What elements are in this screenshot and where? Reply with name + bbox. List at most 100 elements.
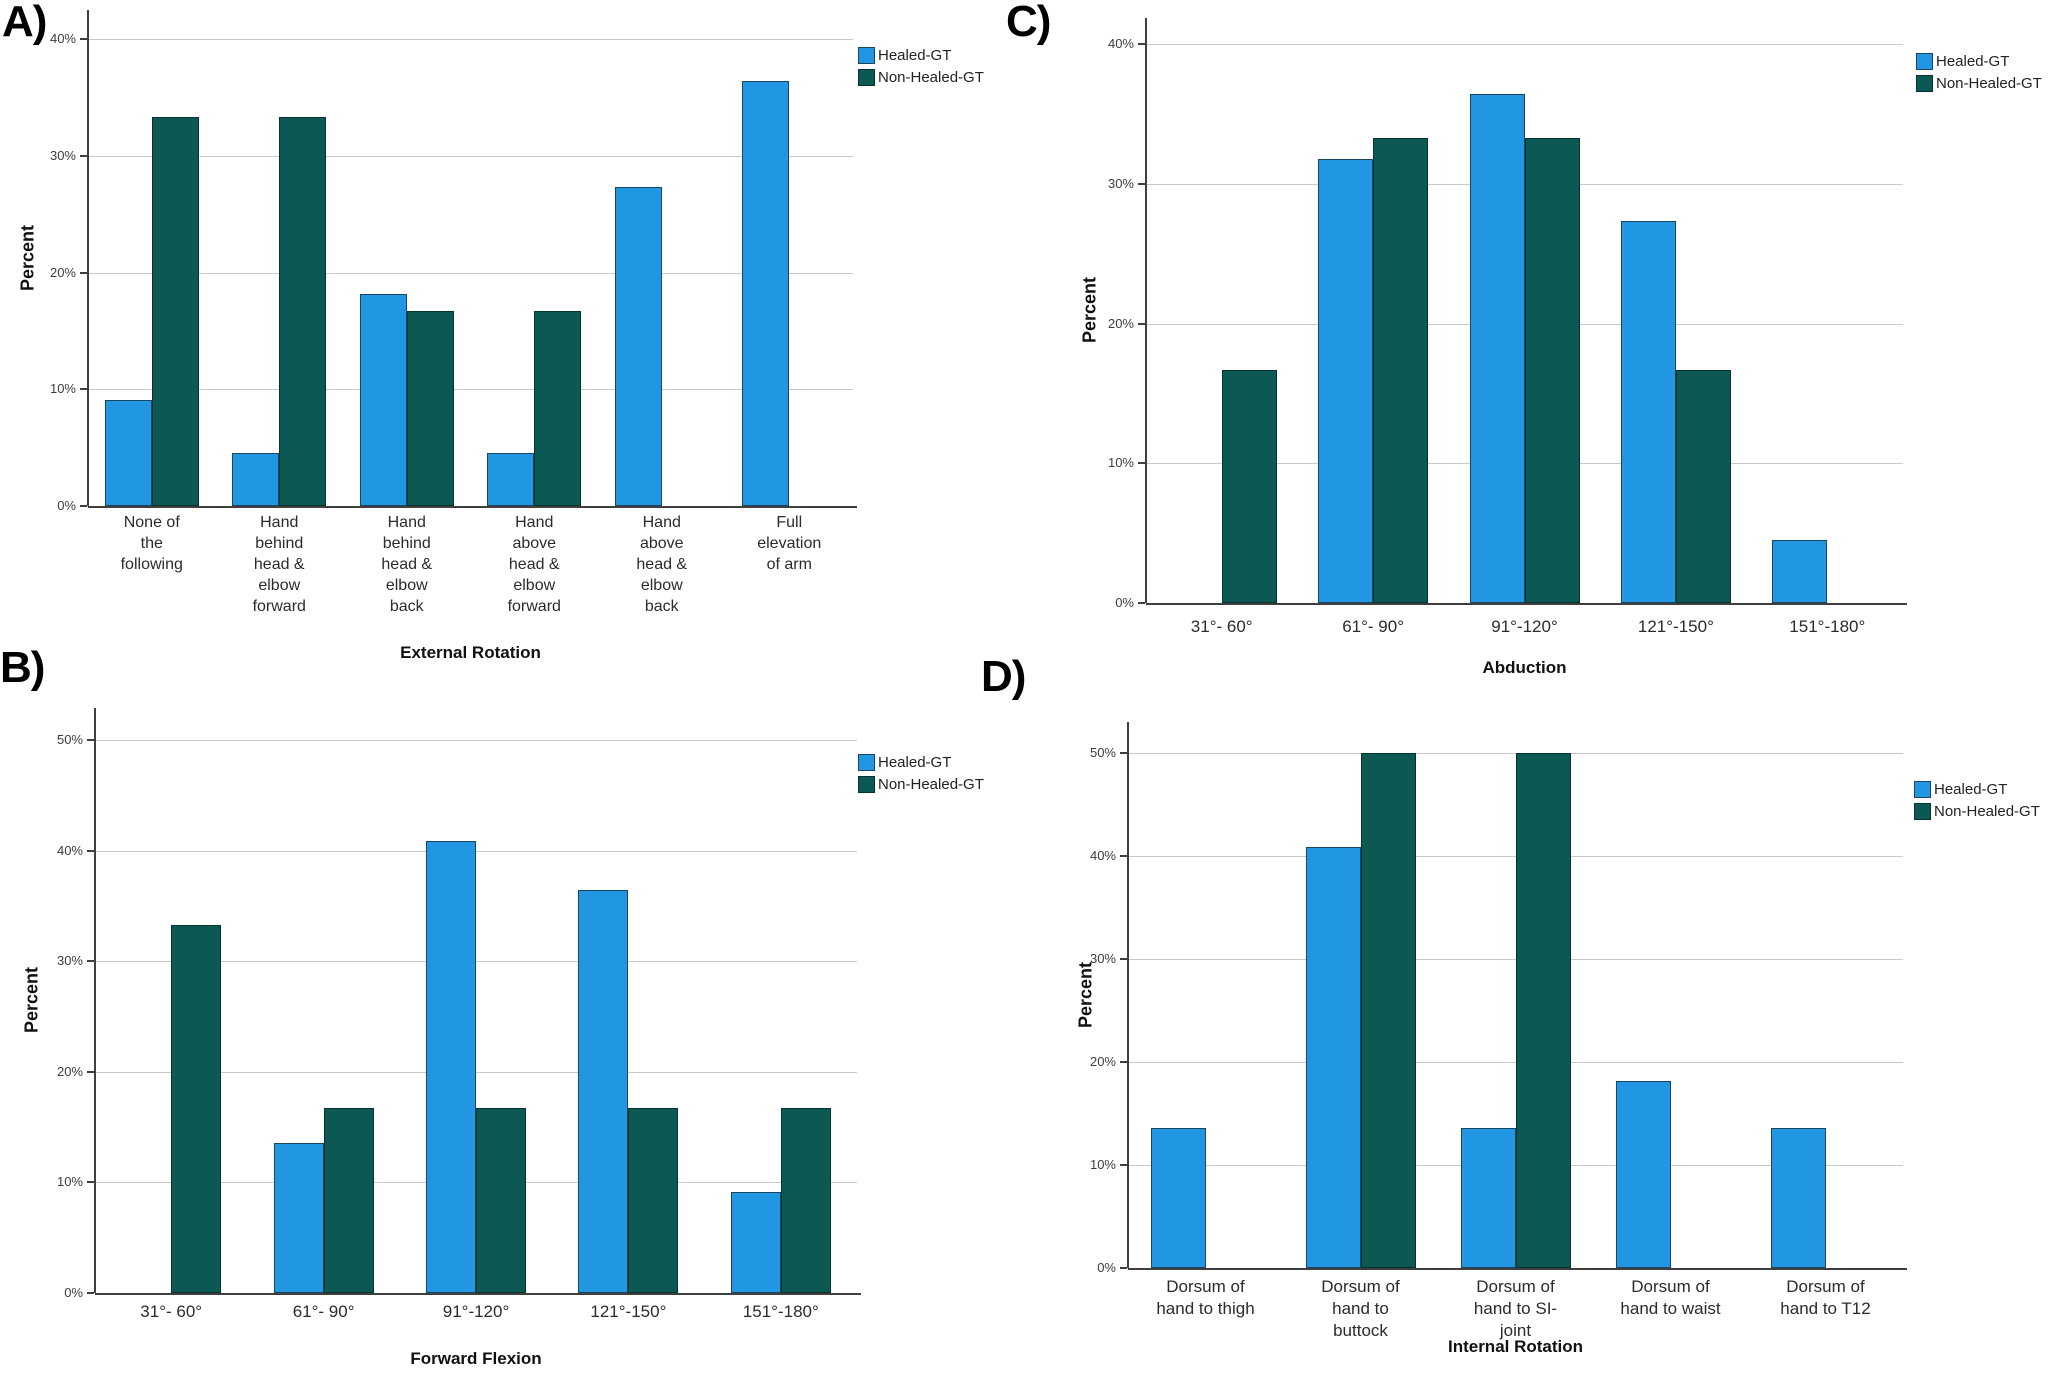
gridline bbox=[95, 850, 857, 852]
y-tick-label: 0% bbox=[1097, 1260, 1116, 1275]
bar-healed bbox=[487, 453, 535, 506]
tick-mark bbox=[80, 154, 87, 157]
panel-label-b: B) bbox=[0, 643, 45, 692]
legend: Healed-GT Non-Healed-GT bbox=[1914, 780, 2040, 824]
category-label: 61°- 90° bbox=[292, 1302, 355, 1321]
bar-healed bbox=[359, 293, 407, 506]
legend-swatch-healed bbox=[858, 753, 875, 771]
category-label: Hand behind head & elbow forward bbox=[252, 514, 306, 615]
tick-mark bbox=[87, 1181, 94, 1184]
bar-healed bbox=[273, 1142, 324, 1293]
legend-swatch-healed bbox=[858, 46, 875, 64]
category-label: Hand behind head & elbow back bbox=[381, 514, 433, 615]
legend-swatch-non-healed bbox=[1914, 802, 1931, 820]
y-tick-label: 20% bbox=[1107, 315, 1134, 331]
legend-swatch-non-healed bbox=[858, 68, 875, 86]
y-tick-label: 30% bbox=[1089, 951, 1116, 966]
legend-swatch-non-healed bbox=[858, 775, 875, 793]
legend-label: Non-Healed-GT bbox=[1934, 802, 2040, 820]
x-axis-title: External Rotation bbox=[400, 643, 541, 662]
x-axis-title: Internal Rotation bbox=[1447, 1337, 1584, 1356]
x-axis-title: Abduction bbox=[1482, 658, 1567, 677]
category-label: 91°-120° bbox=[1491, 617, 1558, 636]
y-tick-label: 20% bbox=[1089, 1054, 1116, 1069]
tick-mark bbox=[1120, 1164, 1127, 1166]
y-tick-label: 0% bbox=[1115, 595, 1134, 610]
bar-non-healed bbox=[171, 924, 222, 1293]
bar-non-healed bbox=[1360, 753, 1416, 1268]
bar-non-healed bbox=[406, 311, 454, 506]
panel-label-c: C) bbox=[1006, 0, 1051, 46]
legend-row: Healed-GT bbox=[858, 753, 984, 771]
legend-row: Non-Healed-GT bbox=[858, 68, 984, 86]
bar-healed bbox=[1150, 1127, 1206, 1268]
y-tick-label: 30% bbox=[56, 953, 83, 969]
bar-healed bbox=[1615, 1080, 1671, 1268]
y-tick-label: 40% bbox=[49, 31, 76, 46]
legend-swatch-healed bbox=[1916, 52, 1933, 70]
x-axis-baseline bbox=[95, 1293, 861, 1295]
bar-healed bbox=[1620, 221, 1676, 603]
bar-healed bbox=[426, 840, 476, 1293]
bar-non-healed bbox=[279, 117, 327, 506]
bar-non-healed bbox=[1373, 137, 1429, 603]
tick-mark bbox=[87, 849, 94, 852]
legend-label: Non-Healed-GT bbox=[878, 775, 984, 793]
x-axis-title: Forward Flexion bbox=[410, 1349, 542, 1368]
category-label: Hand above head & elbow back bbox=[636, 514, 688, 615]
y-tick-label: 10% bbox=[56, 1174, 83, 1190]
y-tick-label: 50% bbox=[1089, 745, 1116, 760]
bar-non-healed bbox=[323, 1108, 374, 1293]
y-tick-label: 40% bbox=[1089, 848, 1116, 863]
panel-label-d: D) bbox=[981, 652, 1026, 701]
bar-healed bbox=[614, 187, 662, 506]
bar-healed bbox=[1469, 94, 1525, 603]
y-axis-line bbox=[94, 708, 96, 1293]
category-label: 121°-150° bbox=[590, 1302, 667, 1321]
tick-mark bbox=[1120, 752, 1127, 754]
category-label: 91°-120° bbox=[442, 1302, 510, 1321]
gridline bbox=[1146, 44, 1903, 45]
legend-label: Healed-GT bbox=[878, 753, 952, 771]
bar-non-healed bbox=[1675, 369, 1731, 603]
tick-mark bbox=[80, 38, 87, 40]
tick-mark bbox=[1138, 462, 1145, 465]
y-tick-label: 20% bbox=[49, 264, 76, 280]
y-tick-label: 20% bbox=[56, 1063, 83, 1079]
bar-non-healed bbox=[1524, 137, 1580, 603]
x-axis-baseline bbox=[88, 506, 857, 508]
y-axis-line bbox=[87, 10, 89, 506]
y-tick-label: 40% bbox=[56, 842, 83, 858]
y-axis-line bbox=[1145, 18, 1147, 603]
legend-row: Non-Healed-GT bbox=[858, 775, 984, 793]
bar-healed bbox=[1305, 846, 1361, 1268]
x-axis-baseline bbox=[1146, 603, 1907, 605]
legend: Healed-GT Non-Healed-GT bbox=[1916, 52, 2042, 96]
y-tick-label: 30% bbox=[49, 147, 76, 163]
bar-non-healed bbox=[628, 1108, 679, 1293]
tick-mark bbox=[87, 739, 94, 741]
y-tick-label: 10% bbox=[1089, 1157, 1116, 1172]
tick-mark bbox=[1138, 182, 1145, 185]
legend: Healed-GT Non-Healed-GT bbox=[858, 753, 984, 797]
tick-mark bbox=[1138, 602, 1145, 604]
legend-row: Healed-GT bbox=[1916, 52, 2042, 70]
tick-mark bbox=[1120, 958, 1127, 960]
category-label: Dorsum of hand to thigh bbox=[1156, 1277, 1255, 1318]
bar-healed bbox=[104, 399, 152, 506]
bar-healed bbox=[1772, 540, 1828, 603]
category-label: 61°- 90° bbox=[1342, 617, 1404, 636]
bar-healed bbox=[1770, 1127, 1826, 1268]
legend-row: Non-Healed-GT bbox=[1916, 74, 2042, 92]
y-axis-title: Percent bbox=[1075, 961, 1096, 1029]
category-label: None of the following bbox=[120, 514, 183, 573]
category-label: 151°-180° bbox=[742, 1302, 819, 1321]
legend: Healed-GT Non-Healed-GT bbox=[858, 46, 984, 90]
bar-non-healed bbox=[1221, 369, 1277, 603]
y-tick-label: 30% bbox=[1107, 175, 1134, 191]
category-label: 31°- 60° bbox=[1190, 617, 1253, 636]
panel-label-a: A) bbox=[2, 0, 47, 46]
